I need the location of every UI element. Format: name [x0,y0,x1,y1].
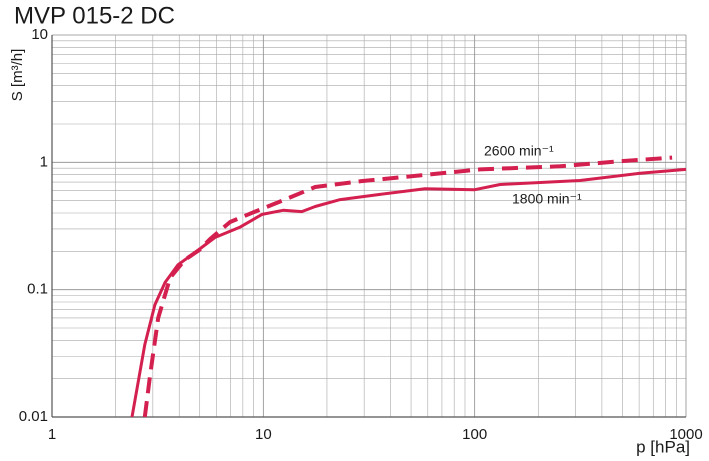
x-tick-label: 1000 [669,426,702,443]
x-tick-label: 1 [48,426,56,443]
chart-title: MVP 015-2 DC [14,2,175,29]
series-annotation: 1800 min⁻¹ [512,191,582,207]
x-axis-label: p [hPa] [636,437,690,456]
y-axis-label: S [m³/h] [9,49,26,102]
series-annotation: 2600 min⁻¹ [484,143,554,159]
x-tick-label: 100 [462,426,487,443]
y-tick-label: 0.01 [19,408,48,425]
y-tick-label: 0.1 [27,281,48,298]
y-tick-label: 10 [31,26,48,43]
plot-area: 1 10 100 1000 0.01 0.1 1 10 [19,26,703,443]
series-line [142,155,673,418]
x-tick-label: 10 [255,426,272,443]
series-line [130,167,687,418]
y-tick-label: 1 [40,153,48,170]
